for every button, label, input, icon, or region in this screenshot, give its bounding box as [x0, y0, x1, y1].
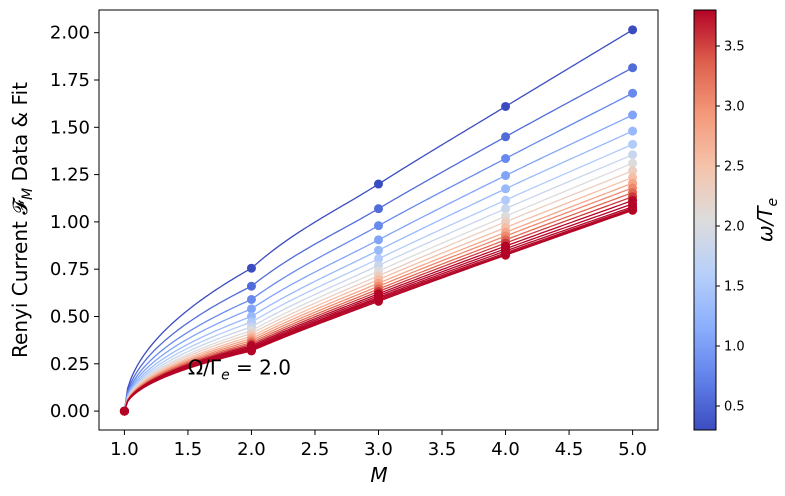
- x-axis-label: M: [370, 463, 387, 487]
- data-point: [374, 254, 383, 264]
- x-tick-label: 2.0: [237, 439, 266, 460]
- data-point: [501, 154, 511, 164]
- data-point: [246, 346, 256, 356]
- data-point: [628, 110, 638, 120]
- y-tick-label: 1.50: [50, 117, 90, 138]
- data-point: [501, 132, 511, 142]
- x-tick-label: 5.0: [618, 439, 647, 460]
- annotation: Ω/Γe = 2.0: [188, 356, 291, 384]
- data-point: [374, 221, 383, 231]
- x-tick-label: 3.0: [364, 439, 393, 460]
- colorbar-ticks: 0.5 1.0 1.5 2.0 2.5 3.0 3.5: [716, 40, 745, 415]
- y-axis-ticks: 0.00 0.25 0.50 0.75 1.00 1.25 1.50 1.75 2.00: [50, 23, 99, 422]
- data-point: [246, 294, 256, 304]
- colorbar-tick-label: 2.5: [724, 160, 745, 175]
- data-point: [501, 184, 511, 194]
- data-point: [628, 150, 638, 160]
- data-point: [628, 63, 638, 73]
- data-point: [501, 204, 511, 214]
- colorbar-tick-label: 3.5: [724, 40, 745, 55]
- data-point: [374, 179, 383, 189]
- x-tick-label: 2.5: [301, 439, 330, 460]
- x-tick-label: 3.5: [428, 439, 457, 460]
- x-tick-label: 4.5: [555, 439, 584, 460]
- data-point: [246, 281, 256, 291]
- data-point: [628, 205, 638, 215]
- x-tick-label: 4.0: [491, 439, 520, 460]
- y-axis-label: Renyi Current 𝓕M Data & Fit: [8, 82, 36, 358]
- data-point: [246, 304, 256, 314]
- x-tick-label: 1.0: [110, 439, 139, 460]
- x-tick-label: 1.5: [174, 439, 203, 460]
- data-point: [501, 101, 511, 111]
- data-point: [628, 88, 638, 98]
- colorbar-tick-label: 0.5: [724, 400, 745, 415]
- y-tick-label: 0.50: [50, 306, 90, 327]
- data-point: [628, 25, 638, 35]
- y-tick-label: 0.75: [50, 259, 90, 280]
- data-point: [628, 126, 638, 136]
- colorbar-label: ω/Te: [753, 198, 781, 242]
- colorbar: [693, 9, 717, 431]
- data-point: [374, 204, 383, 214]
- data-point: [501, 250, 511, 260]
- data-point: [628, 139, 638, 149]
- data-point: [628, 166, 638, 176]
- colorbar-tick-label: 1.0: [724, 340, 745, 355]
- colorbar-tick-label: 2.0: [724, 220, 745, 235]
- data-point: [119, 406, 129, 416]
- data-points: [119, 25, 638, 416]
- data-point: [246, 263, 256, 273]
- data-point: [628, 158, 638, 168]
- y-tick-label: 1.75: [50, 70, 90, 91]
- y-tick-label: 1.25: [50, 165, 90, 186]
- x-axis-ticks: 1.0 1.5 2.0 2.5 3.0 3.5 4.0 4.5 5.0: [110, 430, 647, 460]
- data-point: [374, 235, 383, 245]
- y-tick-label: 1.00: [50, 212, 90, 233]
- y-tick-label: 0.00: [50, 401, 90, 422]
- data-point: [501, 171, 511, 181]
- colorbar-tick-label: 3.0: [724, 100, 745, 115]
- data-point: [501, 195, 511, 205]
- data-point: [374, 296, 383, 306]
- colorbar-tick-label: 1.5: [724, 280, 745, 295]
- y-tick-label: 2.00: [50, 23, 90, 44]
- y-tick-label: 0.25: [50, 354, 90, 375]
- data-point: [374, 245, 383, 255]
